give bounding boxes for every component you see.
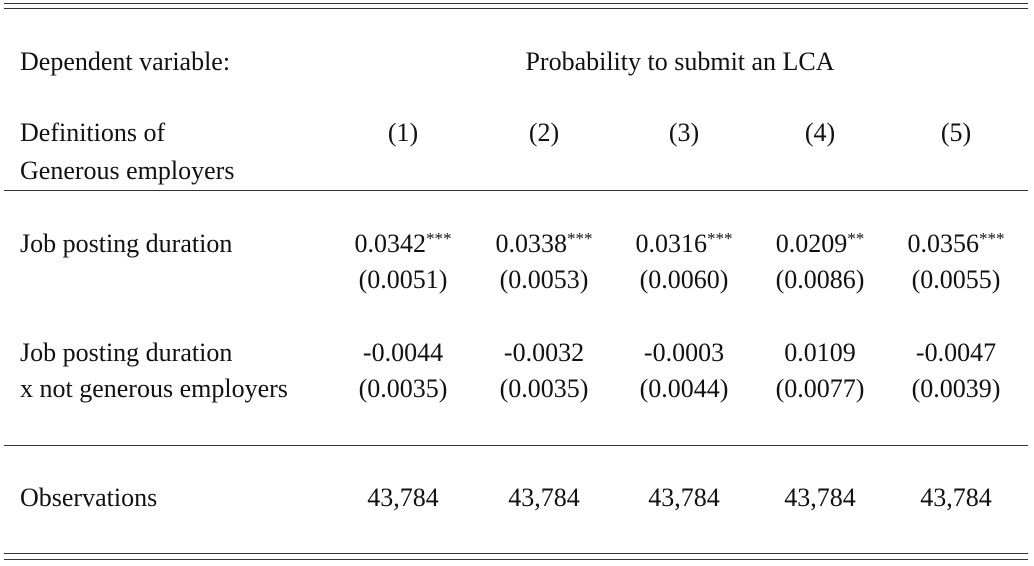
coefficient-value: 0.0316 — [635, 229, 708, 258]
standard-error: (0.0055) — [911, 265, 1001, 294]
dependent-variable-label: Dependent variable: — [20, 47, 231, 76]
coefficient-value: 0.0209 — [775, 229, 848, 258]
coefficient: -0.0047 — [916, 338, 996, 368]
bottom-rule — [4, 559, 1028, 560]
coefficient: -0.0032 — [504, 338, 584, 368]
row-label: x not generous employers — [20, 374, 288, 403]
significance-stars: ** — [847, 229, 865, 248]
observations: 43,784 — [920, 483, 992, 512]
observations: 43,784 — [367, 483, 439, 512]
coefficient: 0.0356*** — [908, 229, 1005, 259]
coefficient-value: -0.0044 — [362, 338, 444, 367]
column-header: (3) — [668, 118, 700, 147]
dependent-variable: Probability to submit an LCA — [525, 47, 835, 76]
definition-label: Generous employers — [20, 156, 235, 185]
column-header: (5) — [940, 118, 972, 147]
bottom-rule — [4, 553, 1028, 554]
standard-error: (0.0053) — [499, 265, 589, 294]
column-header: (4) — [804, 118, 836, 147]
coefficient: 0.0109 — [784, 338, 856, 368]
coefficient-value: 0.0109 — [784, 338, 856, 367]
coefficient-value: -0.0047 — [915, 338, 997, 367]
significance-stars: *** — [426, 229, 452, 248]
coefficient: -0.0044 — [363, 338, 443, 368]
significance-stars: *** — [567, 229, 593, 248]
observations: 43,784 — [508, 483, 580, 512]
standard-error: (0.0077) — [775, 374, 865, 403]
observations: 43,784 — [784, 483, 856, 512]
row-label: Observations — [20, 483, 158, 512]
row-label: Job posting duration — [20, 229, 233, 258]
standard-error: (0.0086) — [775, 265, 865, 294]
row-label: Job posting duration — [20, 338, 233, 367]
coefficient-value: 0.0342 — [354, 229, 427, 258]
standard-error: (0.0044) — [639, 374, 729, 403]
coefficient-value: 0.0338 — [495, 229, 568, 258]
standard-error: (0.0060) — [639, 265, 729, 294]
header-rule — [4, 190, 1028, 191]
standard-error: (0.0035) — [499, 374, 589, 403]
column-header: (2) — [528, 118, 560, 147]
top-rule — [4, 3, 1028, 4]
coefficient-value: -0.0032 — [503, 338, 585, 367]
significance-stars: *** — [707, 229, 733, 248]
definition-label: Definitions of — [20, 118, 166, 147]
body-rule — [4, 445, 1028, 446]
coefficient-value: -0.0003 — [643, 338, 725, 367]
standard-error: (0.0039) — [911, 374, 1001, 403]
standard-error: (0.0051) — [358, 265, 448, 294]
observations: 43,784 — [648, 483, 720, 512]
coefficient: 0.0316*** — [636, 229, 733, 259]
coefficient: 0.0342*** — [355, 229, 452, 259]
coefficient: -0.0003 — [644, 338, 724, 368]
top-rule — [4, 8, 1028, 9]
coefficient: 0.0338*** — [496, 229, 593, 259]
column-header: (1) — [387, 118, 419, 147]
coefficient: 0.0209** — [776, 229, 865, 259]
standard-error: (0.0035) — [358, 374, 448, 403]
coefficient-value: 0.0356 — [907, 229, 980, 258]
significance-stars: *** — [979, 229, 1005, 248]
